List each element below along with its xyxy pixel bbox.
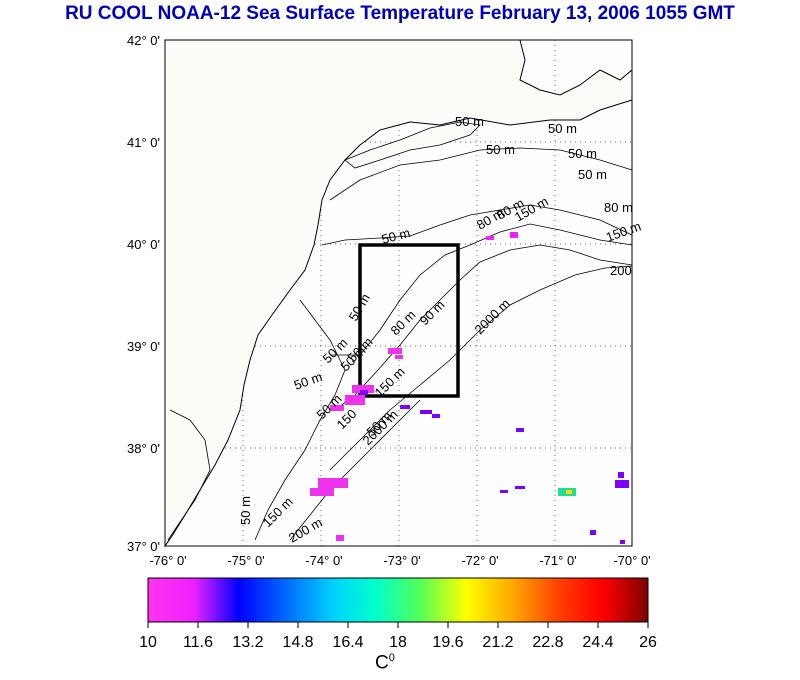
study-area-box bbox=[358, 243, 460, 398]
contour-label: 50 m bbox=[455, 114, 484, 129]
colorbar-tick-label: 13.2 bbox=[232, 634, 263, 651]
contour-label: 200 bbox=[610, 263, 632, 278]
latitude-labels: 42° 0' 41° 0' 40° 0' 39° 0' 38° 0' 37° 0… bbox=[127, 33, 160, 554]
lon-label: -73° 0' bbox=[383, 553, 420, 568]
contour-label: 50 m bbox=[548, 121, 577, 136]
colorbar-tick-labels: 10 11.6 13.2 14.8 16.4 18 19.6 21.2 22.8… bbox=[139, 634, 657, 651]
sst-cluster bbox=[486, 232, 518, 240]
colorbar-tick-label: 19.6 bbox=[432, 634, 463, 651]
colorbar-tick-label: 18 bbox=[389, 634, 407, 651]
contour-label: 50 m bbox=[578, 167, 607, 182]
colorbar-tick-label: 26 bbox=[639, 634, 657, 651]
colorbar-tick-label: 14.8 bbox=[282, 634, 313, 651]
lat-label: 42° 0' bbox=[127, 33, 160, 48]
lon-label: -71° 0' bbox=[539, 553, 576, 568]
colorbar-ticks bbox=[147, 622, 649, 628]
map-title: RU COOL NOAA-12 Sea Surface Temperature … bbox=[65, 3, 735, 24]
land-mass bbox=[164, 39, 633, 548]
lon-label: -75° 0' bbox=[227, 553, 264, 568]
colorbar-tick-label: 24.4 bbox=[582, 634, 613, 651]
colorbar-tick-label: 22.8 bbox=[532, 634, 563, 651]
longitude-labels: -76° 0' -75° 0' -74° 0' -73° 0' -72° 0' … bbox=[149, 553, 650, 568]
colorbar-tick-label: 16.4 bbox=[332, 634, 363, 651]
colorbar-tick-label: 10 bbox=[139, 634, 157, 651]
colorbar-tick-label: 11.6 bbox=[183, 634, 213, 651]
contour-label: 50 m bbox=[238, 496, 253, 525]
lat-label: 38° 0' bbox=[127, 441, 160, 456]
lat-label: 40° 0' bbox=[127, 237, 160, 252]
contour-label: 50 m bbox=[486, 142, 515, 157]
contour-label: 50 m bbox=[380, 225, 412, 247]
colorbar-unit-sup: 0 bbox=[388, 652, 395, 664]
colorbar-unit: C0 bbox=[375, 652, 395, 674]
colorbar bbox=[147, 577, 649, 623]
contour-label: 50 m bbox=[568, 146, 597, 161]
lon-label: -70° 0' bbox=[613, 553, 650, 568]
colorbar-tick-label: 21.2 bbox=[482, 634, 513, 651]
sst-cluster bbox=[310, 348, 403, 541]
colorbar-unit-text: C bbox=[375, 652, 389, 674]
lon-label: -72° 0' bbox=[461, 553, 498, 568]
lon-label: -76° 0' bbox=[149, 553, 186, 568]
sst-cluster bbox=[566, 490, 572, 494]
contour-label: 80 m bbox=[604, 200, 633, 215]
sst-pixels bbox=[310, 232, 629, 544]
lon-label: -74° 0' bbox=[305, 553, 342, 568]
lat-label: 37° 0' bbox=[127, 539, 160, 554]
lat-label: 41° 0' bbox=[127, 135, 160, 150]
lat-label: 39° 0' bbox=[127, 339, 160, 354]
sst-cluster bbox=[360, 390, 629, 544]
